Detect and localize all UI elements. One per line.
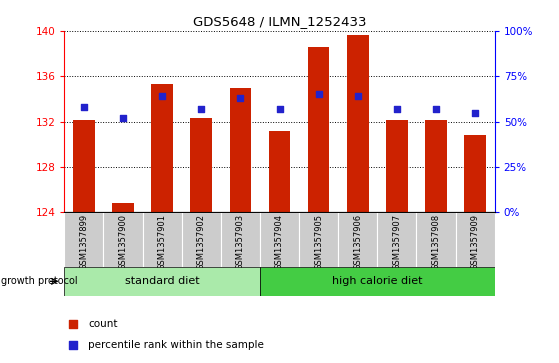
Text: high calorie diet: high calorie diet	[332, 276, 423, 286]
Text: GSM1357904: GSM1357904	[275, 214, 284, 270]
Point	[119, 115, 127, 121]
Text: GSM1357901: GSM1357901	[158, 214, 167, 270]
Bar	[230, 87, 251, 212]
Point	[79, 104, 88, 110]
Text: GSM1357908: GSM1357908	[432, 214, 440, 270]
Point	[236, 95, 245, 101]
Point	[353, 46, 362, 52]
Text: percentile rank within the sample: percentile rank within the sample	[88, 340, 264, 350]
Point	[471, 110, 480, 115]
Title: GDS5648 / ILMN_1252433: GDS5648 / ILMN_1252433	[193, 15, 366, 28]
Point	[432, 106, 440, 112]
Bar	[308, 47, 329, 212]
Bar	[151, 84, 173, 212]
Point	[353, 232, 362, 238]
Bar	[386, 121, 408, 212]
Text: standard diet: standard diet	[125, 276, 200, 286]
Point	[314, 91, 323, 97]
Point	[158, 93, 167, 99]
Bar	[260, 267, 495, 296]
Text: growth protocol: growth protocol	[1, 276, 78, 286]
Bar	[143, 212, 182, 267]
Text: GSM1357905: GSM1357905	[314, 214, 323, 270]
Bar	[221, 212, 260, 267]
Text: count: count	[88, 319, 117, 329]
Bar	[377, 212, 416, 267]
Bar	[456, 212, 495, 267]
Bar	[347, 35, 368, 212]
Bar	[425, 121, 447, 212]
Point	[275, 106, 284, 112]
Bar	[73, 121, 94, 212]
Bar	[64, 212, 103, 267]
Point	[353, 93, 362, 99]
Text: GSM1357907: GSM1357907	[392, 214, 401, 270]
Text: GSM1357906: GSM1357906	[353, 214, 362, 270]
Text: GSM1357902: GSM1357902	[197, 214, 206, 270]
Bar	[338, 212, 377, 267]
Point	[197, 106, 206, 112]
Bar	[112, 203, 134, 212]
Bar	[465, 135, 486, 212]
Bar	[269, 131, 290, 212]
Bar	[416, 212, 456, 267]
Text: GSM1357909: GSM1357909	[471, 214, 480, 270]
Text: GSM1357899: GSM1357899	[79, 214, 88, 270]
Point	[392, 106, 401, 112]
Bar	[260, 212, 299, 267]
Bar	[299, 212, 338, 267]
Bar	[103, 212, 143, 267]
Bar	[64, 267, 260, 296]
Text: GSM1357903: GSM1357903	[236, 214, 245, 270]
Bar	[191, 118, 212, 212]
Text: GSM1357900: GSM1357900	[119, 214, 127, 270]
Bar	[182, 212, 221, 267]
